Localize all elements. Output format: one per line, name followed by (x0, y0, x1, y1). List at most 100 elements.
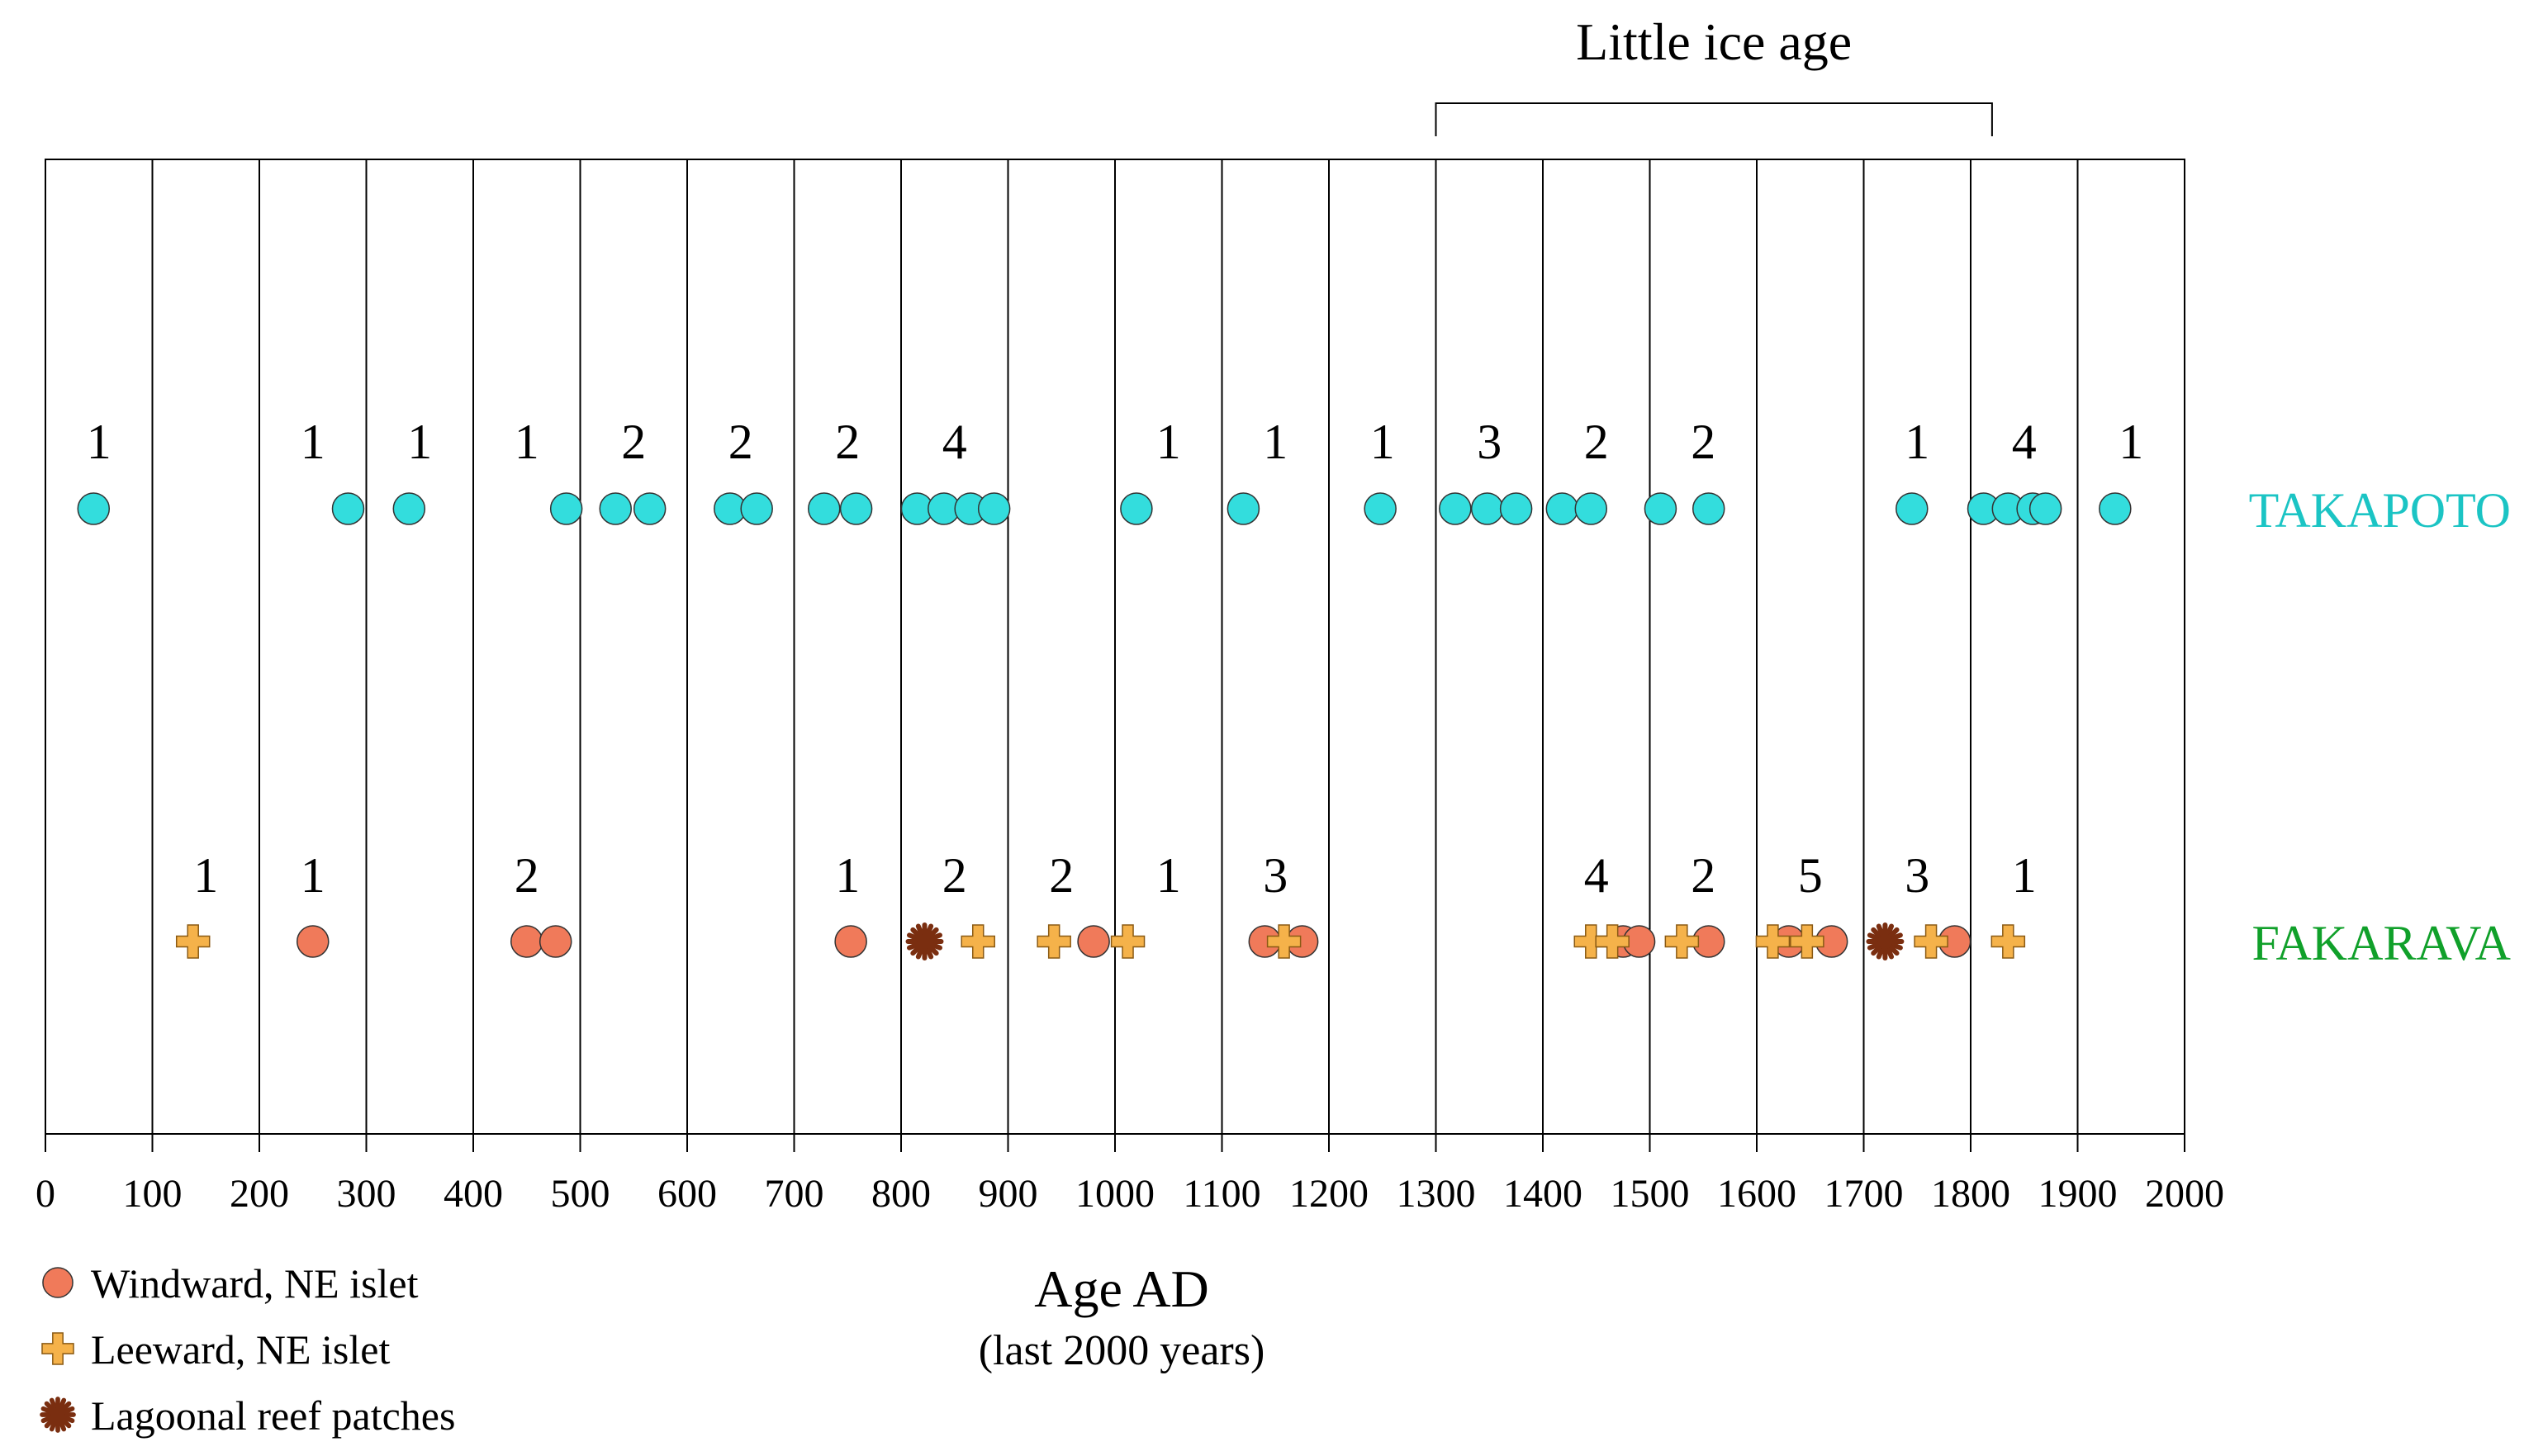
x-tick-label: 1700 (1824, 1172, 1904, 1216)
leeward-point (961, 924, 995, 959)
count-label: 2 (1691, 415, 1715, 469)
takapoto-point (1692, 492, 1725, 525)
count-label: 5 (1798, 848, 1823, 903)
row-label: TAKAPOTO (2249, 483, 2511, 538)
count-label: 2 (1584, 415, 1609, 469)
count-label: 1 (515, 415, 539, 469)
legend: Windward, NE islet Leeward, NE islet Lagoo… (40, 1260, 455, 1439)
leeward-point (1790, 924, 1824, 959)
count-label: 2 (1691, 848, 1715, 903)
takapoto-point (1120, 492, 1153, 525)
count-label: 1 (1263, 415, 1288, 469)
x-tick-label: 700 (765, 1172, 824, 1216)
takapoto-point (599, 492, 632, 525)
count-label: 1 (1370, 415, 1395, 469)
x-tick-label: 800 (871, 1172, 931, 1216)
count-label: 4 (1584, 848, 1609, 903)
takapoto-point (1644, 492, 1677, 525)
series-layer: 1 1 1 1 2 2 2 4 1 1 1 3 2 2 1 4 1 TAKAPOTO 1 1 2 1 2 2 1 3 4 2 5 3 1 FA… (77, 415, 2511, 970)
windward-point (42, 1267, 74, 1298)
row-takapoto: 1 1 1 1 2 2 2 4 1 1 1 3 2 2 1 4 1 TAKAPOTO (77, 415, 2511, 538)
takapoto-point (331, 492, 365, 525)
x-tick-label: 1400 (1503, 1172, 1582, 1216)
count-label: 3 (1263, 848, 1288, 903)
x-tick-label: 900 (979, 1172, 1038, 1216)
x-tick-label: 1600 (1717, 1172, 1796, 1216)
legend-item: Leeward, NE islet (41, 1326, 390, 1373)
row-label: FAKARAVA (2252, 916, 2511, 970)
takapoto-point (1227, 492, 1260, 525)
x-tick-label: 1300 (1397, 1172, 1476, 1216)
x-axis-label: Age AD (1034, 1259, 1209, 1318)
count-label: 1 (2119, 415, 2143, 469)
x-tick-label: 300 (337, 1172, 396, 1216)
legend-label: Windward, NE islet (91, 1260, 419, 1307)
leeward-point (1990, 924, 2026, 959)
leeward-point (1595, 924, 1630, 959)
x-tick-label: 1500 (1611, 1172, 1690, 1216)
count-label: 2 (942, 848, 967, 903)
x-axis-sublabel: (last 2000 years) (979, 1327, 1265, 1374)
count-label: 1 (193, 848, 218, 903)
leeward-point (1110, 924, 1146, 959)
takapoto-point (1470, 492, 1504, 525)
lagoonal-point (40, 1397, 76, 1433)
leeward-point (175, 924, 211, 959)
count-label: 1 (2012, 848, 2037, 903)
windward-point (834, 925, 867, 958)
count-label: 1 (1156, 415, 1181, 469)
takapoto-point (839, 492, 873, 525)
x-axis: 0 100 200 300 400 500 600 700 800 900 1000 1100 1200… (36, 1134, 2224, 1216)
windward-point (510, 925, 543, 958)
takapoto-point (2099, 492, 2132, 525)
leeward-point (1266, 924, 1302, 959)
lagoonal-point (905, 922, 944, 960)
period-bracket (1435, 102, 1993, 136)
little-ice-age-bracket: Little ice age (1435, 12, 1993, 136)
count-label: 1 (1156, 848, 1181, 903)
takapoto-point (808, 492, 841, 525)
takapoto-point (1499, 492, 1533, 525)
leeward-point (1755, 924, 1791, 959)
x-tick-label: 400 (444, 1172, 503, 1216)
x-tick-label: 0 (36, 1172, 55, 1216)
lagoonal-core (917, 934, 932, 949)
leeward-point (1914, 924, 1948, 959)
legend-item: Lagoonal reef patches (40, 1392, 455, 1439)
count-label: 1 (301, 848, 325, 903)
takapoto-point (740, 492, 773, 525)
count-label: 2 (835, 415, 860, 469)
count-label: 1 (87, 415, 112, 469)
count-label: 2 (728, 415, 753, 469)
takapoto-point (1896, 492, 1929, 525)
windward-point (297, 925, 330, 958)
takapoto-point (392, 492, 426, 525)
lagoonal-core (50, 1407, 65, 1422)
x-tick-label: 1900 (2038, 1172, 2118, 1216)
windward-point (1077, 925, 1110, 958)
x-tick-label: 500 (551, 1172, 610, 1216)
x-tick-label: 1800 (1931, 1172, 2010, 1216)
count-label: 3 (1905, 848, 1929, 903)
lagoonal-point (1866, 922, 1905, 960)
count-label: 4 (2012, 415, 2037, 469)
count-label: 1 (835, 848, 860, 903)
x-tick-label: 600 (657, 1172, 717, 1216)
grid-lines (151, 159, 2079, 1134)
takapoto-point (977, 492, 1011, 525)
legend-item: Windward, NE islet (42, 1260, 419, 1307)
count-label: 2 (515, 848, 539, 903)
count-label: 3 (1477, 415, 1502, 469)
x-tick-label: 2000 (2145, 1172, 2224, 1216)
lagoonal-core (1877, 934, 1893, 949)
count-label: 1 (407, 415, 432, 469)
takapoto-point (633, 492, 667, 525)
count-label: 4 (942, 415, 967, 469)
count-label: 1 (301, 415, 325, 469)
count-label: 2 (621, 415, 646, 469)
x-tick-label: 100 (123, 1172, 183, 1216)
takapoto-point (1545, 492, 1579, 525)
x-tick-label: 1200 (1289, 1172, 1369, 1216)
takapoto-point (549, 492, 583, 525)
